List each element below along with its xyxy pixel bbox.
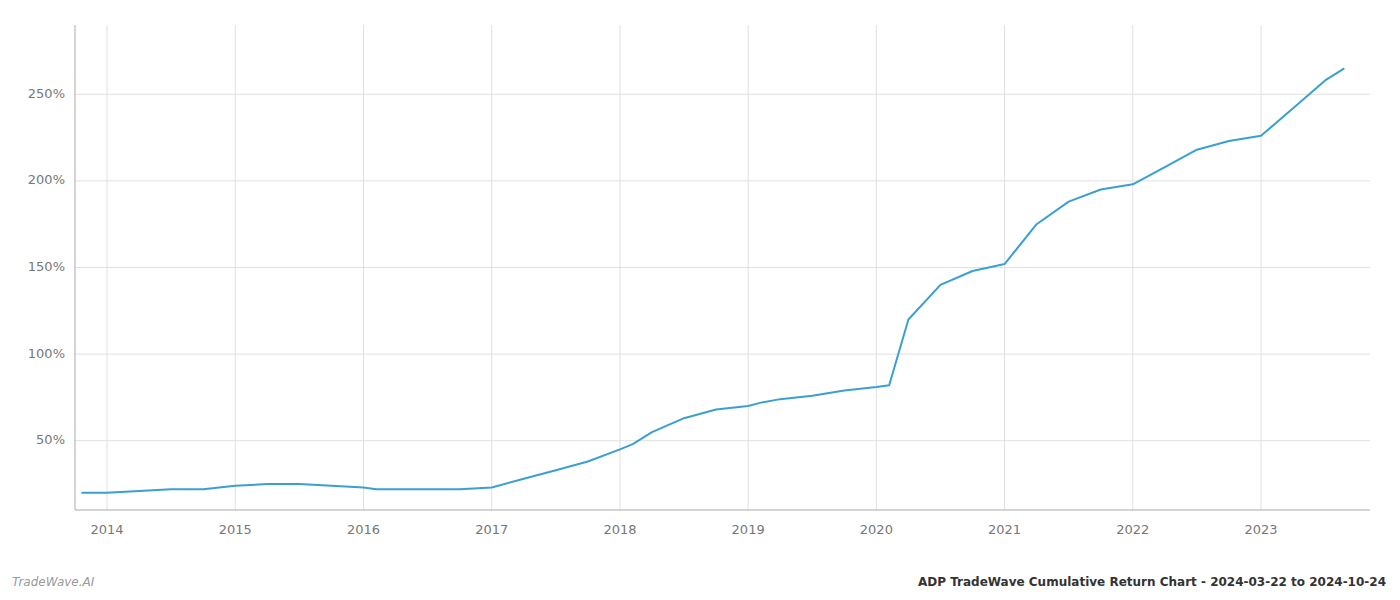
- x-grid-line: [107, 25, 108, 510]
- y-tick-label: 200%: [28, 172, 65, 187]
- x-grid-line: [1004, 25, 1005, 510]
- x-tick-label: 2014: [91, 522, 124, 537]
- x-tick-label: 2016: [347, 522, 380, 537]
- x-grid-line: [748, 25, 749, 510]
- x-tick-label: 2021: [988, 522, 1021, 537]
- y-tick-label: 250%: [28, 86, 65, 101]
- y-tick-label: 150%: [28, 259, 65, 274]
- x-grid-line: [491, 25, 492, 510]
- data-line: [81, 68, 1344, 492]
- x-tick-label: 2019: [732, 522, 765, 537]
- x-tick-label: 2023: [1244, 522, 1277, 537]
- y-tick-label: 100%: [28, 346, 65, 361]
- x-grid-line: [619, 25, 620, 510]
- y-grid-line: [75, 180, 1370, 181]
- x-grid-line: [1132, 25, 1133, 510]
- axes: 50% 100% 150% 200% 250% 2014 2015 2016 2017 2018 2…: [28, 25, 1370, 537]
- watermark: TradeWave.AI: [12, 575, 95, 589]
- x-tick-label: 2020: [860, 522, 893, 537]
- x-tick-label: 2015: [219, 522, 252, 537]
- grid: [75, 25, 1370, 510]
- y-grid-line: [75, 94, 1370, 95]
- y-grid-line: [75, 354, 1370, 355]
- x-grid-line: [363, 25, 364, 510]
- x-tick-label: 2017: [475, 522, 508, 537]
- x-tick-label: 2018: [603, 522, 636, 537]
- plot-area: [81, 68, 1344, 492]
- chart: 50% 100% 150% 200% 250% 2014 2015 2016 2017 2018 2…: [0, 0, 1400, 600]
- y-tick-label: 50%: [36, 432, 65, 447]
- y-axis-line: [75, 25, 76, 510]
- y-grid-line: [75, 440, 1370, 441]
- title: ADP TradeWave Cumulative Return Chart - …: [918, 575, 1386, 589]
- x-grid-line: [235, 25, 236, 510]
- y-grid-line: [75, 267, 1370, 268]
- x-axis-line: [75, 510, 1370, 511]
- x-grid-line: [1261, 25, 1262, 510]
- x-tick-label: 2022: [1116, 522, 1149, 537]
- x-grid-line: [876, 25, 877, 510]
